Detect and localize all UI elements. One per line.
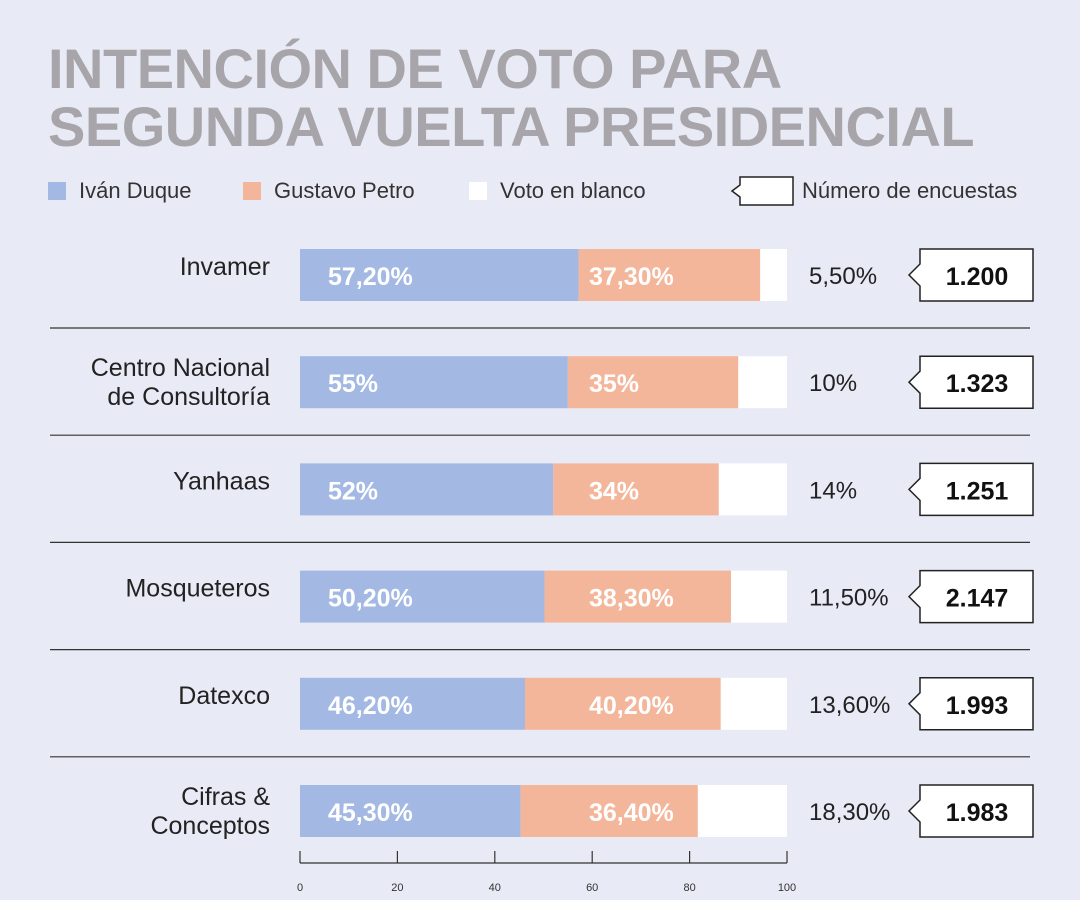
- legend-label-encuestas: Número de encuestas: [802, 178, 1018, 203]
- x-tick-label: 20: [391, 882, 403, 894]
- bar-segment-blanco: [718, 463, 787, 516]
- x-tick-label: 80: [683, 882, 695, 894]
- data-label-petro: 37,30%: [589, 263, 674, 291]
- sample-size-flag: [907, 355, 1034, 409]
- x-tick-label: 100: [778, 882, 796, 894]
- bar-segment-petro: [520, 785, 698, 837]
- x-tick-label: 0: [297, 882, 303, 894]
- chart-title: INTENCIÓN DE VOTO PARA SEGUNDA VUELTA PR…: [48, 37, 975, 158]
- bar-segment-blanco: [760, 249, 787, 301]
- data-label-blanco: 5,50%: [809, 263, 877, 290]
- bar-segment-duque: [300, 249, 579, 301]
- bar-segment-blanco: [697, 785, 787, 837]
- data-label-duque: 45,30%: [328, 799, 413, 827]
- sample-size-value: 1.200: [946, 263, 1009, 291]
- data-label-blanco: 13,60%: [809, 692, 890, 719]
- legend-item-duque: Iván Duque: [48, 178, 192, 204]
- bar-segment-petro: [578, 249, 761, 301]
- sample-size-value: 1.323: [946, 370, 1009, 398]
- x-tick-label: 40: [489, 882, 501, 894]
- bar-segment-petro: [524, 677, 721, 730]
- category-label: Conceptos: [150, 812, 270, 840]
- legend-swatch-duque: [48, 182, 66, 200]
- legend-item-encuestas: Número de encuestas: [730, 176, 1018, 206]
- category-label: Datexco: [178, 682, 270, 710]
- data-label-blanco: 14%: [809, 477, 857, 504]
- legend-item-blanco: Voto en blanco: [469, 178, 646, 204]
- data-label-petro: 34%: [589, 477, 639, 505]
- category-label: Yanhaas: [173, 467, 270, 495]
- category-label: Centro Nacional: [91, 354, 270, 382]
- bar-segment-petro: [544, 570, 731, 623]
- category-label: Mosqueteros: [125, 575, 270, 603]
- sample-size-value: 1.983: [946, 799, 1009, 827]
- legend-label-duque: Iván Duque: [79, 178, 192, 203]
- sample-size-flag: [907, 784, 1034, 838]
- sample-size-value: 2.147: [946, 585, 1009, 613]
- legend-item-petro: Gustavo Petro: [243, 178, 415, 204]
- data-label-petro: 38,30%: [589, 585, 674, 613]
- category-label: de Consultoría: [107, 383, 270, 411]
- bar-segment-duque: [300, 356, 568, 409]
- legend-label-blanco: Voto en blanco: [500, 178, 646, 203]
- data-label-duque: 52%: [328, 477, 378, 505]
- bar-segment-duque: [300, 570, 545, 623]
- bar-segment-petro: [567, 356, 739, 409]
- data-label-petro: 35%: [589, 370, 639, 398]
- bar-segment-duque: [300, 463, 554, 516]
- x-tick-label: 60: [586, 882, 598, 894]
- bar-segment-petro: [553, 463, 719, 516]
- category-label: Invamer: [180, 253, 270, 281]
- data-label-blanco: 11,50%: [809, 585, 889, 612]
- sample-size-value: 1.993: [946, 692, 1009, 720]
- data-label-duque: 55%: [328, 370, 378, 398]
- sample-size-flag: [907, 248, 1034, 302]
- legend-swatch-petro: [243, 182, 261, 200]
- sample-size-value: 1.251: [946, 477, 1009, 505]
- bar-segment-blanco: [738, 356, 787, 409]
- bar-segment-duque: [300, 677, 525, 730]
- bar-segment-blanco: [720, 677, 787, 730]
- data-label-duque: 57,20%: [328, 263, 413, 291]
- sample-size-flag: [907, 677, 1034, 731]
- legend-label-petro: Gustavo Petro: [274, 178, 415, 203]
- category-label: Cifras &: [181, 783, 270, 811]
- sample-size-flag: [907, 462, 1034, 517]
- data-label-blanco: 18,30%: [809, 799, 890, 826]
- data-label-petro: 36,40%: [589, 799, 674, 827]
- legend-flag-icon: [730, 176, 794, 206]
- data-label-petro: 40,20%: [589, 692, 674, 720]
- data-label-duque: 50,20%: [328, 585, 413, 613]
- bar-segment-blanco: [730, 570, 787, 623]
- bar-segment-duque: [300, 785, 521, 837]
- legend-swatch-blanco: [469, 182, 487, 200]
- data-label-duque: 46,20%: [328, 692, 413, 720]
- data-label-blanco: 10%: [809, 370, 857, 397]
- sample-size-flag: [907, 569, 1034, 624]
